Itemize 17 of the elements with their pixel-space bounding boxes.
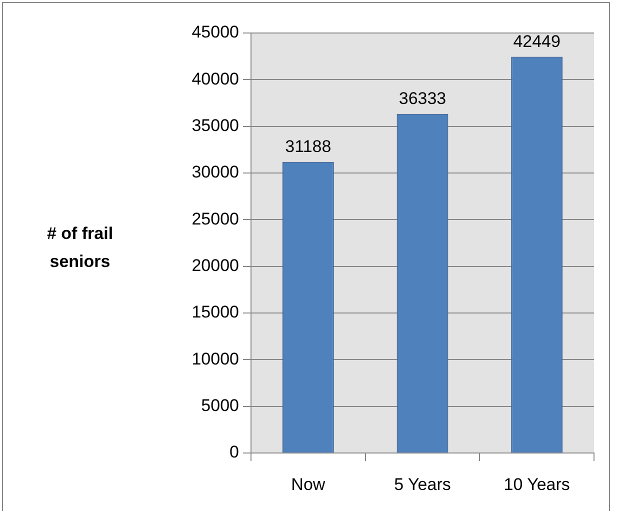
y-tick-label: 10000 bbox=[192, 349, 239, 368]
y-tick-label: 35000 bbox=[192, 116, 239, 136]
y-tick-label: 30000 bbox=[192, 162, 239, 182]
y-tick-label: 5000 bbox=[201, 396, 239, 416]
y-tick-label: 0 bbox=[230, 442, 239, 462]
data-label: 42449 bbox=[513, 32, 560, 51]
y-axis-title: # of frail seniors bbox=[46, 223, 114, 273]
data-label: 31188 bbox=[285, 137, 332, 156]
y-tick-label: 45000 bbox=[192, 22, 239, 42]
y-tick-label: 20000 bbox=[192, 256, 239, 276]
y-tick-label: 15000 bbox=[192, 302, 239, 322]
y-tick-label: 40000 bbox=[192, 69, 239, 88]
x-tick-label: 5 Years bbox=[394, 474, 451, 494]
y-tick-label: 25000 bbox=[192, 209, 239, 228]
x-tick-label: Now bbox=[291, 474, 326, 494]
x-tick-label: 10 Years bbox=[504, 474, 570, 494]
data-label: 36333 bbox=[398, 89, 446, 108]
